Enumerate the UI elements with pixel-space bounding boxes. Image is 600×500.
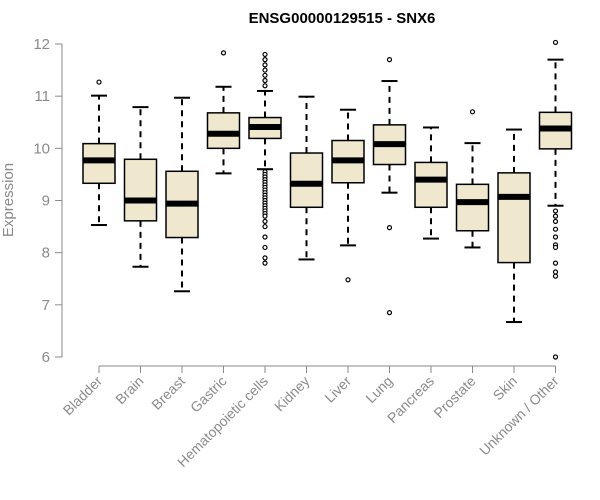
box-body bbox=[123, 158, 158, 222]
x-tick-label: Bladder bbox=[60, 373, 106, 419]
box-body bbox=[206, 112, 241, 150]
outlier-point bbox=[552, 260, 559, 266]
box-liver bbox=[331, 108, 365, 283]
box-brain bbox=[123, 106, 158, 268]
outlier-point bbox=[262, 213, 268, 219]
box-pancreas bbox=[414, 126, 448, 240]
outlier-point bbox=[262, 234, 268, 240]
y-tick-label: 12 bbox=[33, 36, 50, 53]
boxes-group bbox=[82, 39, 573, 360]
box-body bbox=[289, 152, 324, 209]
outlier-point bbox=[552, 354, 559, 360]
y-tick-label: 11 bbox=[34, 88, 50, 105]
outlier-point bbox=[220, 50, 227, 56]
x-tick-label: Brain bbox=[112, 373, 146, 407]
y-axis-label: Expression bbox=[0, 163, 17, 237]
outlier-point bbox=[552, 234, 559, 240]
box-hematopoietic-cells bbox=[248, 51, 282, 266]
x-tick-label: Liver bbox=[321, 373, 354, 406]
outlier-point bbox=[552, 273, 559, 279]
outlier-point bbox=[262, 223, 268, 230]
box-kidney bbox=[289, 95, 324, 261]
y-tick-label: 6 bbox=[42, 349, 50, 366]
outlier-point bbox=[262, 67, 268, 73]
outlier-point bbox=[386, 225, 393, 231]
x-tick-label: Unknown / Other bbox=[476, 373, 562, 459]
y-axis: 6 7 8 9 10 11 12 bbox=[33, 36, 63, 366]
x-tick-label: Lung bbox=[362, 373, 395, 406]
box-prostate bbox=[455, 109, 490, 249]
outlier-point bbox=[552, 39, 559, 46]
x-tick-label: Breast bbox=[148, 373, 188, 413]
x-tick-label: Prostate bbox=[430, 373, 478, 421]
x-tick-label: Skin bbox=[490, 373, 521, 404]
chart-title: ENSG00000129515 - SNX6 bbox=[249, 10, 436, 27]
box-body bbox=[82, 142, 116, 185]
outlier-point bbox=[262, 244, 268, 251]
outlier-point bbox=[262, 51, 268, 58]
outlier-point bbox=[262, 255, 268, 261]
y-tick-label: 7 bbox=[42, 297, 50, 314]
box-breast bbox=[165, 96, 199, 293]
outlier-point bbox=[262, 77, 268, 84]
box-body bbox=[455, 183, 490, 232]
y-tick-label: 8 bbox=[42, 245, 50, 262]
outlier-point bbox=[552, 269, 559, 275]
outlier-point bbox=[262, 72, 268, 78]
box-body bbox=[414, 161, 448, 209]
box-bladder bbox=[82, 79, 116, 227]
outlier-point bbox=[469, 109, 476, 115]
outlier-point bbox=[552, 218, 559, 224]
outlier-point bbox=[262, 260, 268, 266]
outlier-point bbox=[262, 57, 268, 63]
box-skin bbox=[497, 128, 531, 324]
outlier-point bbox=[552, 244, 559, 251]
outlier-point bbox=[386, 310, 393, 316]
box-unknown-other bbox=[538, 39, 573, 360]
outlier-point bbox=[552, 226, 559, 232]
outlier-point bbox=[262, 62, 268, 68]
outlier-point bbox=[552, 213, 559, 219]
outlier-point bbox=[552, 208, 559, 214]
outlier-point bbox=[386, 57, 393, 63]
x-tick-label: Kidney bbox=[271, 373, 313, 415]
outlier-point bbox=[262, 83, 268, 89]
outlier-point bbox=[96, 79, 102, 85]
box-lung bbox=[372, 57, 407, 316]
y-tick-label: 10 bbox=[33, 140, 50, 157]
y-tick-label: 9 bbox=[42, 193, 50, 210]
outlier-point bbox=[345, 277, 351, 283]
outlier-point bbox=[262, 218, 268, 224]
box-gastric bbox=[206, 50, 241, 175]
box-body bbox=[497, 172, 531, 264]
